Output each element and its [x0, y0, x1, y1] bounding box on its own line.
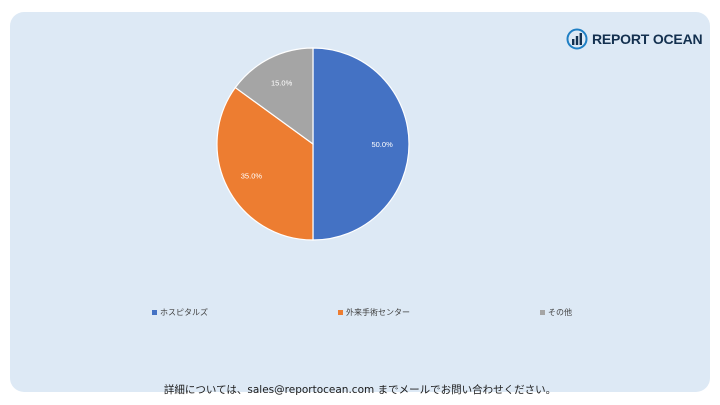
- data-label-ambulatory-surgery-centers: 35.0%: [241, 171, 263, 180]
- bar-chart-globe-icon: [566, 28, 588, 50]
- data-label-hospitals: 50.0%: [371, 140, 393, 149]
- legend-label: ホスピタルズ: [160, 307, 208, 317]
- legend-item-ambulatory-surgery-centers: 外来手術センター: [338, 306, 410, 318]
- brand-logo: REPORT OCEAN: [566, 28, 703, 50]
- pie-slice-others: [234, 47, 314, 146]
- contact-footer: 詳細については、sales@reportocean.com までメールでお問い合…: [163, 384, 557, 396]
- legend-label: 外来手術センター: [346, 307, 410, 317]
- legend-swatch: [540, 309, 545, 315]
- data-label-others: 15.0%: [271, 78, 293, 87]
- pie-slice-hospitals: [312, 47, 410, 241]
- legend-item-others: その他: [540, 306, 572, 318]
- pie-slice-ambulatory-surgery-centers: [216, 86, 314, 241]
- legend-swatch: [152, 309, 157, 315]
- legend-item-hospitals: ホスピタルズ: [152, 306, 208, 318]
- legend-swatch: [338, 309, 343, 315]
- legend-label: その他: [548, 307, 572, 317]
- brand-name: REPORT OCEAN: [592, 31, 703, 47]
